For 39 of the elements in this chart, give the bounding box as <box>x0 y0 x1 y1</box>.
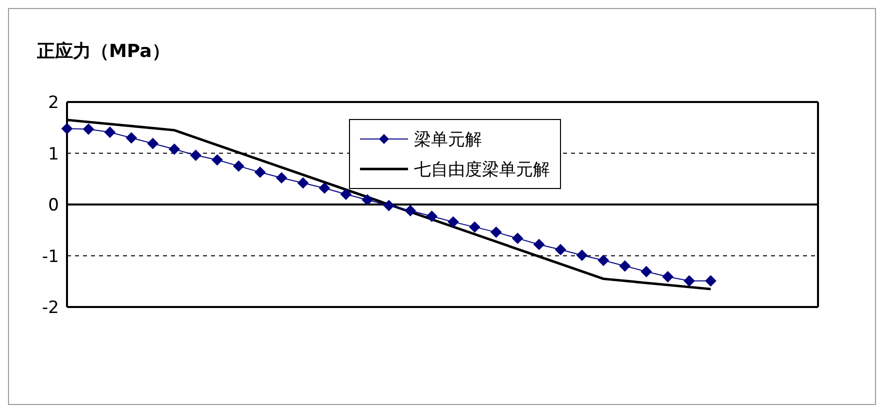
point <box>104 126 116 138</box>
point <box>662 271 674 282</box>
point <box>82 124 94 135</box>
point <box>147 138 158 150</box>
point <box>705 275 716 286</box>
point <box>62 123 72 134</box>
point <box>383 200 394 212</box>
point <box>469 222 480 233</box>
point <box>448 216 459 228</box>
chart-title: 正应力（MPa） <box>37 40 170 63</box>
point <box>555 244 566 256</box>
point <box>534 238 545 250</box>
y-tick-label: -2 <box>42 298 59 318</box>
point <box>426 210 438 222</box>
point <box>576 250 588 261</box>
point <box>619 260 630 272</box>
point <box>598 254 609 266</box>
point <box>404 205 416 216</box>
point <box>233 160 244 172</box>
point <box>276 172 288 184</box>
point <box>640 266 652 278</box>
point <box>298 177 309 188</box>
point <box>168 144 180 155</box>
legend-label: 梁单元解 <box>414 128 482 150</box>
y-tick-label: 2 <box>48 93 59 114</box>
point <box>254 166 266 178</box>
point <box>512 232 524 244</box>
point <box>190 150 202 161</box>
point <box>490 226 502 238</box>
point <box>318 182 330 194</box>
point <box>212 154 223 166</box>
point <box>684 275 695 286</box>
y-tick-label: 0 <box>48 196 59 216</box>
point <box>340 188 352 200</box>
point <box>362 194 373 206</box>
legend-label: 七自由度梁单元解 <box>414 158 550 180</box>
y-tick-label: -1 <box>42 246 59 267</box>
y-tick-label: 1 <box>48 144 59 164</box>
point <box>126 132 137 144</box>
